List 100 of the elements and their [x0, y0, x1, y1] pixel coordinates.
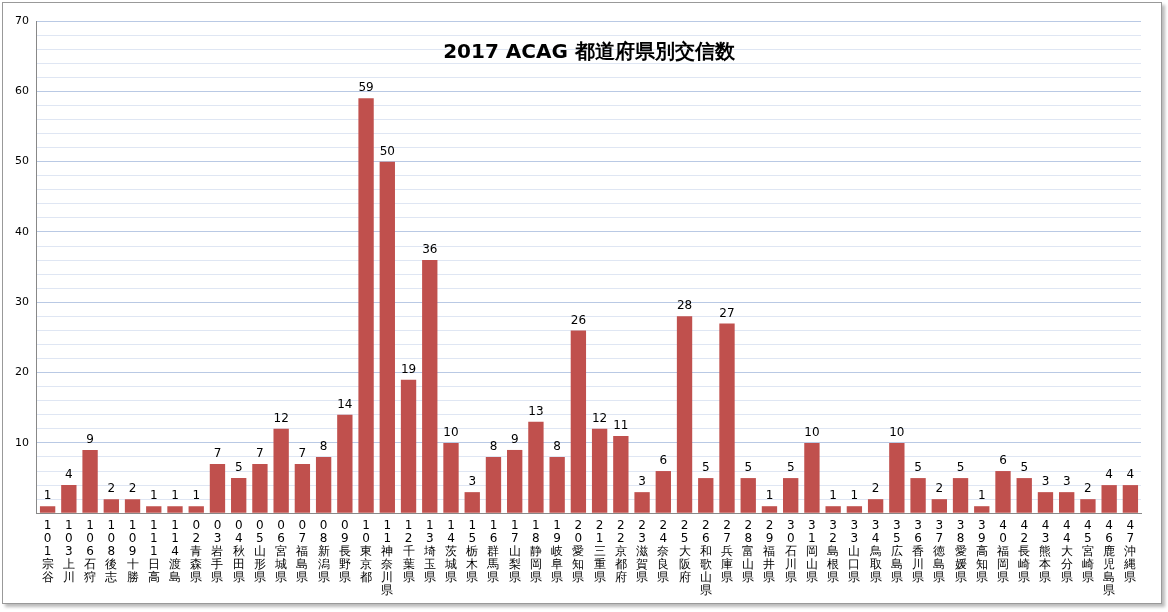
y-tick-label: 40 — [15, 224, 29, 238]
data-label: 3 — [468, 474, 477, 489]
x-tick-label: 14茨城県 — [444, 517, 457, 584]
data-label: 4 — [1126, 467, 1135, 482]
bar — [698, 478, 714, 513]
y-tick-label: 30 — [15, 295, 29, 309]
x-tick-label: 32島根県 — [827, 517, 840, 584]
y-tick-label: 60 — [15, 84, 29, 98]
x-tick-label: 37徳島県 — [933, 517, 946, 584]
data-label: 6 — [659, 453, 668, 468]
data-label: 2 — [128, 481, 137, 496]
x-tick-label: 22京都府 — [614, 517, 627, 584]
x-tick-label: 28富山県 — [742, 517, 755, 584]
x-tick-label: 36香川県 — [912, 517, 925, 584]
bar — [337, 414, 353, 513]
x-tick-label: 114渡島 — [169, 517, 181, 584]
x-tick-label: 17山梨県 — [508, 517, 521, 584]
x-tick-label: 09長野県 — [338, 517, 351, 584]
bar — [379, 161, 395, 513]
bar — [676, 316, 693, 513]
x-tick-label: 31岡山県 — [805, 517, 818, 584]
data-label: 12 — [591, 410, 608, 425]
bar — [358, 98, 374, 513]
data-label: 5 — [1020, 460, 1029, 475]
data-label: 9 — [510, 432, 519, 447]
data-label: 7 — [213, 446, 222, 461]
data-label: 7 — [256, 446, 264, 461]
x-tick-label: 15栃木県 — [466, 517, 479, 584]
data-label: 26 — [570, 312, 587, 327]
x-tick-label: 39高知県 — [975, 517, 988, 584]
x-tick-label: 34鳥取県 — [868, 517, 882, 584]
bar — [464, 492, 480, 513]
data-label: 50 — [379, 143, 395, 158]
bar — [188, 506, 204, 513]
x-tick-label: 42長崎県 — [1018, 517, 1031, 584]
data-label: 1 — [829, 488, 837, 503]
data-label: 2 — [935, 481, 944, 496]
x-tick-label: 03岩手県 — [211, 517, 224, 584]
bar — [422, 260, 438, 513]
data-label: 13 — [528, 403, 544, 418]
y-tick-label: 10 — [15, 435, 29, 449]
bar — [400, 379, 417, 513]
bar — [783, 478, 799, 513]
data-label: 28 — [676, 298, 693, 313]
data-label: 5 — [744, 460, 753, 475]
x-tick-label: 103上川 — [62, 517, 75, 584]
x-tick-label: 11神奈川県 — [381, 517, 394, 597]
x-tick-label: 111日高 — [147, 517, 160, 584]
data-label: 2 — [107, 481, 116, 496]
x-tick-label: 20愛知県 — [572, 517, 585, 584]
data-label: 3 — [638, 474, 646, 489]
bar — [443, 442, 459, 513]
text: 2017 ACAG 都道府県別交信数 — [443, 39, 736, 64]
bar — [167, 506, 183, 513]
bar — [485, 456, 502, 513]
x-tick-label: 38愛媛県 — [954, 517, 967, 584]
bar — [910, 478, 926, 513]
x-tick-label: 43熊本県 — [1039, 517, 1052, 584]
x-tick-label: 44大分県 — [1060, 517, 1073, 584]
data-label: 1 — [43, 488, 52, 503]
bar — [82, 449, 98, 513]
data-label: 5 — [701, 460, 710, 475]
x-tick-label: 106石狩 — [84, 517, 97, 584]
bar — [846, 506, 863, 513]
bar — [1101, 485, 1117, 513]
data-label: 10 — [443, 425, 459, 440]
x-tick-label: 29福井県 — [763, 517, 776, 584]
data-label: 1 — [765, 488, 774, 503]
bar — [231, 478, 247, 513]
x-tick-label: 06宮城県 — [274, 517, 288, 584]
x-tick-label: 25大阪府 — [678, 517, 691, 584]
data-label: 12 — [273, 410, 289, 425]
bar — [761, 506, 778, 513]
bar — [39, 506, 56, 513]
bar — [209, 464, 226, 513]
bar — [867, 499, 884, 513]
data-label: 4 — [1105, 467, 1113, 482]
x-tick-label: 16群馬県 — [486, 517, 500, 584]
bar — [634, 492, 650, 513]
bar — [294, 464, 311, 513]
x-tick-label: 13埼玉県 — [422, 517, 436, 584]
bar — [804, 442, 820, 513]
data-label: 3 — [1062, 474, 1071, 489]
data-label: 9 — [86, 432, 94, 447]
data-label: 14 — [337, 396, 353, 411]
bar — [719, 323, 735, 513]
bar — [1016, 478, 1032, 513]
bar — [315, 456, 332, 513]
data-label: 19 — [400, 361, 417, 376]
data-label: 1 — [977, 488, 986, 503]
x-tick-label: 47沖縄県 — [1123, 517, 1137, 584]
bar — [952, 478, 969, 513]
bar — [61, 485, 77, 513]
data-label: 10 — [889, 425, 905, 440]
x-tick-label: 18静岡県 — [529, 517, 542, 584]
x-tick-label: 08新潟県 — [317, 517, 330, 584]
x-tick-label: 02青森県 — [190, 517, 203, 584]
bar — [1080, 499, 1096, 513]
bar — [974, 506, 990, 513]
y-tick-label: 50 — [15, 154, 29, 168]
